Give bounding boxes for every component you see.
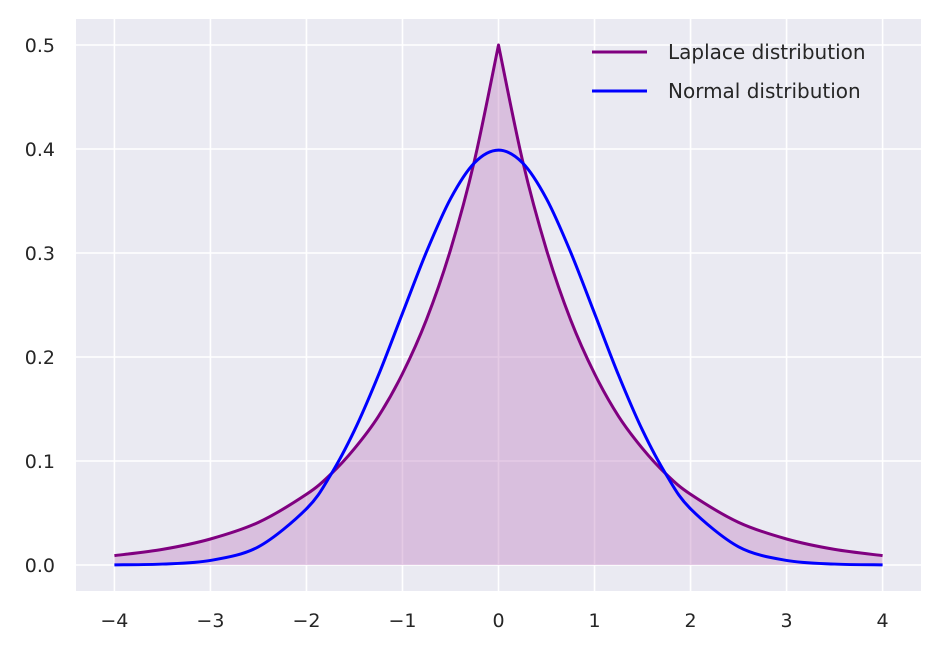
y-tick-label: 0.2: [25, 347, 55, 369]
y-tick-label: 0.4: [25, 139, 55, 161]
y-tick-label: 0.3: [25, 243, 55, 265]
legend-label-1: Normal distribution: [668, 79, 861, 103]
series-line-1: [114, 148, 883, 567]
legend-label-0: Laplace distribution: [668, 40, 866, 64]
legend: Laplace distribution Normal distribution: [592, 40, 866, 103]
series-fills: [114, 45, 883, 565]
x-tick-label: −3: [196, 610, 224, 632]
series-line-0: [114, 43, 883, 558]
x-axis: −4 −3 −2 −1 0 1 2 3 4: [100, 610, 888, 632]
x-tick-label: −1: [388, 610, 416, 632]
x-tick-label: 2: [684, 610, 696, 632]
y-tick-label: 0.5: [25, 35, 55, 57]
series-lines: [114, 43, 883, 567]
series-fill-0: [114, 45, 883, 565]
x-tick-label: −2: [292, 610, 320, 632]
y-axis: 0.0 0.1 0.2 0.3 0.4 0.5: [25, 35, 55, 577]
x-tick-label: −4: [100, 610, 128, 632]
y-tick-label: 0.0: [25, 555, 55, 577]
x-tick-label: 3: [781, 610, 793, 632]
y-tick-label: 0.1: [25, 451, 55, 473]
x-tick-label: 1: [588, 610, 600, 632]
x-tick-label: 0: [492, 610, 504, 632]
x-tick-label: 4: [877, 610, 889, 632]
